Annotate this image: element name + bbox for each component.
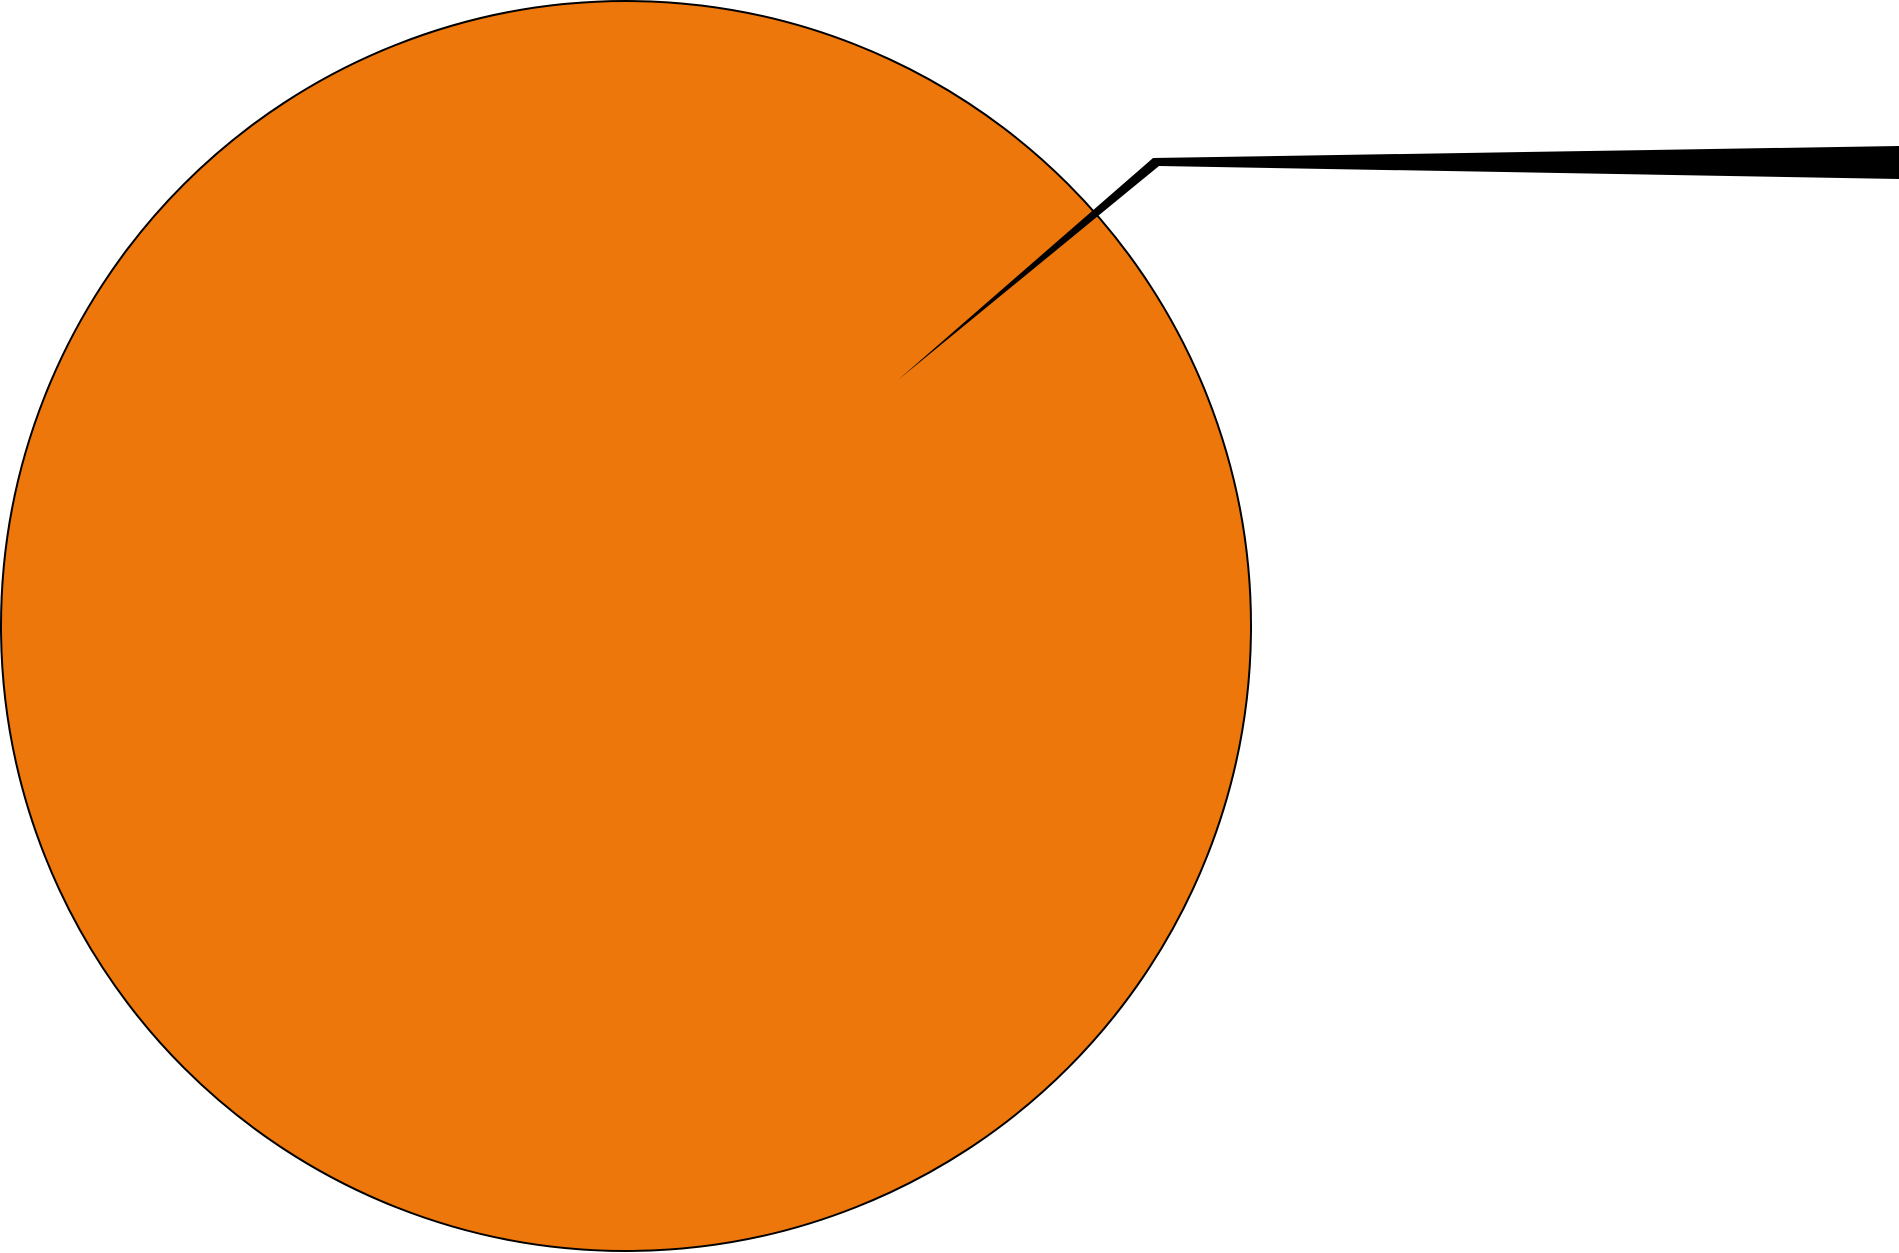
orange-circle bbox=[0, 0, 1252, 1252]
callout-pointer bbox=[898, 146, 1899, 380]
